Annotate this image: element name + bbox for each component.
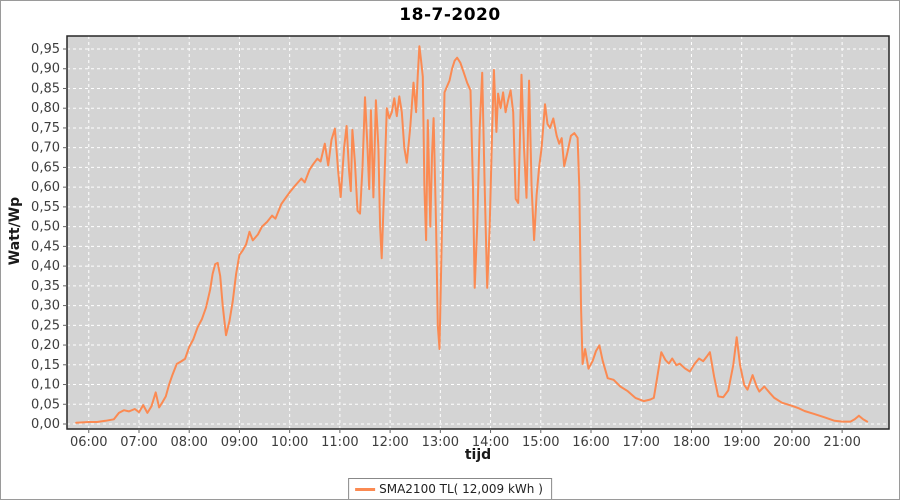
x-tick-label: 09:00 <box>221 435 258 450</box>
x-tick-label: 12:00 <box>371 435 408 450</box>
plot-border <box>66 35 890 430</box>
x-tick-label: 14:00 <box>472 435 509 450</box>
y-tick-label: 0,60 <box>31 180 60 195</box>
y-tick-label: 0,20 <box>31 338 60 353</box>
y-tick-label: 0,00 <box>31 417 60 432</box>
y-tick-label: 0,75 <box>31 121 60 136</box>
x-tick-label: 10:00 <box>271 435 308 450</box>
y-tick-label: 0,40 <box>31 259 60 274</box>
legend: SMA2100 TL( 12,009 kWh ) <box>348 478 552 499</box>
y-tick-label: 0,80 <box>31 101 60 116</box>
y-tick-label: 0,50 <box>31 220 60 235</box>
y-tick-label: 0,30 <box>31 299 60 314</box>
x-tick-label: 11:00 <box>321 435 358 450</box>
y-tick-label: 0,85 <box>31 81 60 96</box>
x-axis-title: tijd <box>464 447 492 463</box>
y-tick-label: 0,65 <box>31 160 60 175</box>
x-tick-label: 06:00 <box>70 435 107 450</box>
x-tick-label: 08:00 <box>170 435 207 450</box>
x-tick-label: 20:00 <box>773 435 810 450</box>
x-tick-label: 18:00 <box>673 435 710 450</box>
y-tick-label: 0,15 <box>31 358 60 373</box>
y-tick-label: 0,95 <box>31 42 60 57</box>
y-tick-label: 0,35 <box>31 279 60 294</box>
x-tick-label: 19:00 <box>723 435 760 450</box>
x-tick-label: 16:00 <box>572 435 609 450</box>
y-tick-label: 0,45 <box>31 239 60 254</box>
legend-line-swatch <box>355 487 376 491</box>
x-tick-label: 21:00 <box>823 435 860 450</box>
y-tick-label: 0,25 <box>31 318 60 333</box>
x-tick-label: 15:00 <box>522 435 559 450</box>
y-tick-label: 0,10 <box>31 378 60 393</box>
y-tick-label: 0,70 <box>31 141 60 156</box>
x-tick-label: 07:00 <box>120 435 157 450</box>
chart-title: 18-7-2020 <box>399 5 501 25</box>
plot-area <box>67 36 889 429</box>
legend-label: SMA2100 TL( 12,009 kWh ) <box>379 482 543 496</box>
x-tick-label: 17:00 <box>622 435 659 450</box>
y-tick-label: 0,90 <box>31 62 60 77</box>
y-tick-label: 0,05 <box>31 397 60 412</box>
x-tick-label: 13:00 <box>422 435 459 450</box>
series-line <box>75 45 869 424</box>
y-tick-label: 0,55 <box>31 200 60 215</box>
